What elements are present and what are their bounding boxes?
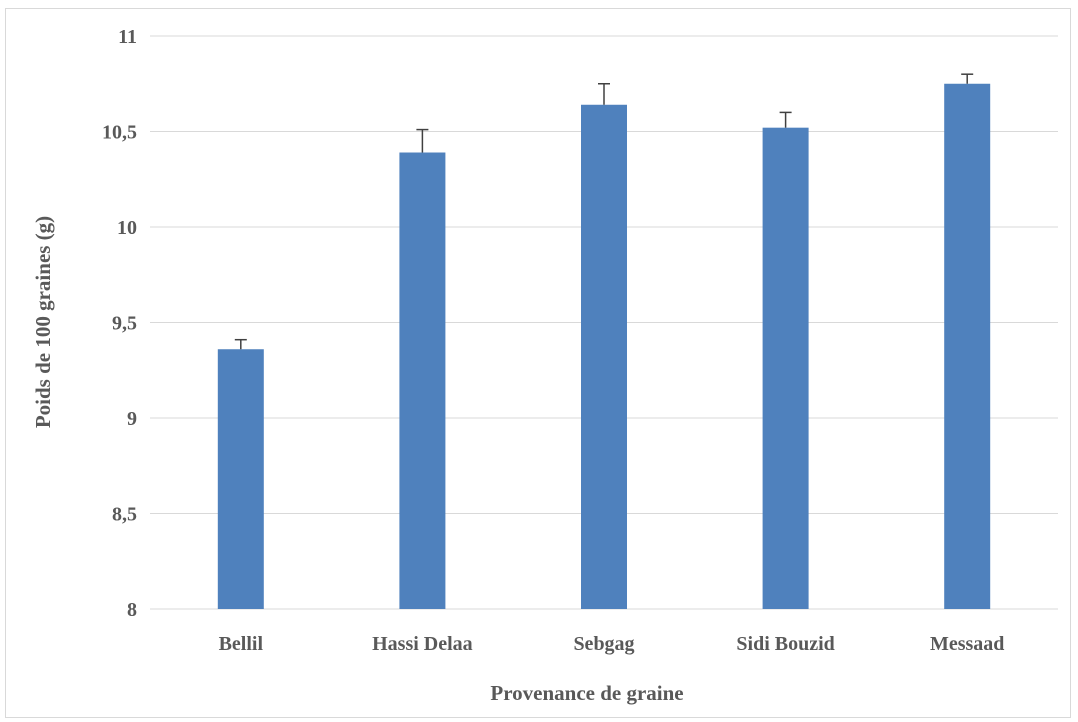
- x-tick-label: Sidi Bouzid: [736, 633, 834, 655]
- chart-frame: [5, 8, 1071, 718]
- bar: [217, 349, 264, 609]
- y-tick-label: 9,5: [112, 313, 137, 335]
- error-bars: [234, 73, 974, 350]
- bar: [581, 104, 627, 609]
- bar: [762, 127, 809, 610]
- bars: [217, 83, 991, 610]
- x-tick-label: Messaad: [930, 633, 1004, 655]
- y-tick-label: 8,5: [112, 504, 137, 526]
- y-tick-label: 8: [127, 599, 137, 621]
- x-axis-ticks: Bellil Hassi Delaa Sebgag Sidi Bouzid Messaa…: [219, 633, 1005, 655]
- x-tick-label: Bellil: [219, 633, 264, 655]
- y-tick-label: 10,5: [102, 122, 137, 144]
- y-tick-label: 11: [118, 26, 137, 48]
- y-tick-label: 10: [117, 217, 137, 239]
- y-tick-label: 9: [127, 408, 137, 430]
- x-tick-label: Sebgag: [573, 633, 634, 655]
- bar: [399, 152, 446, 609]
- y-axis-ticks: 8 8,5 9 9,5 10 10,5 11: [102, 26, 137, 621]
- bar: [944, 83, 991, 609]
- y-axis-title: Poids de 100 graines (g): [31, 216, 55, 428]
- x-axis-title: Provenance de graine: [490, 681, 683, 705]
- x-tick-label: Hassi Delaa: [372, 633, 473, 655]
